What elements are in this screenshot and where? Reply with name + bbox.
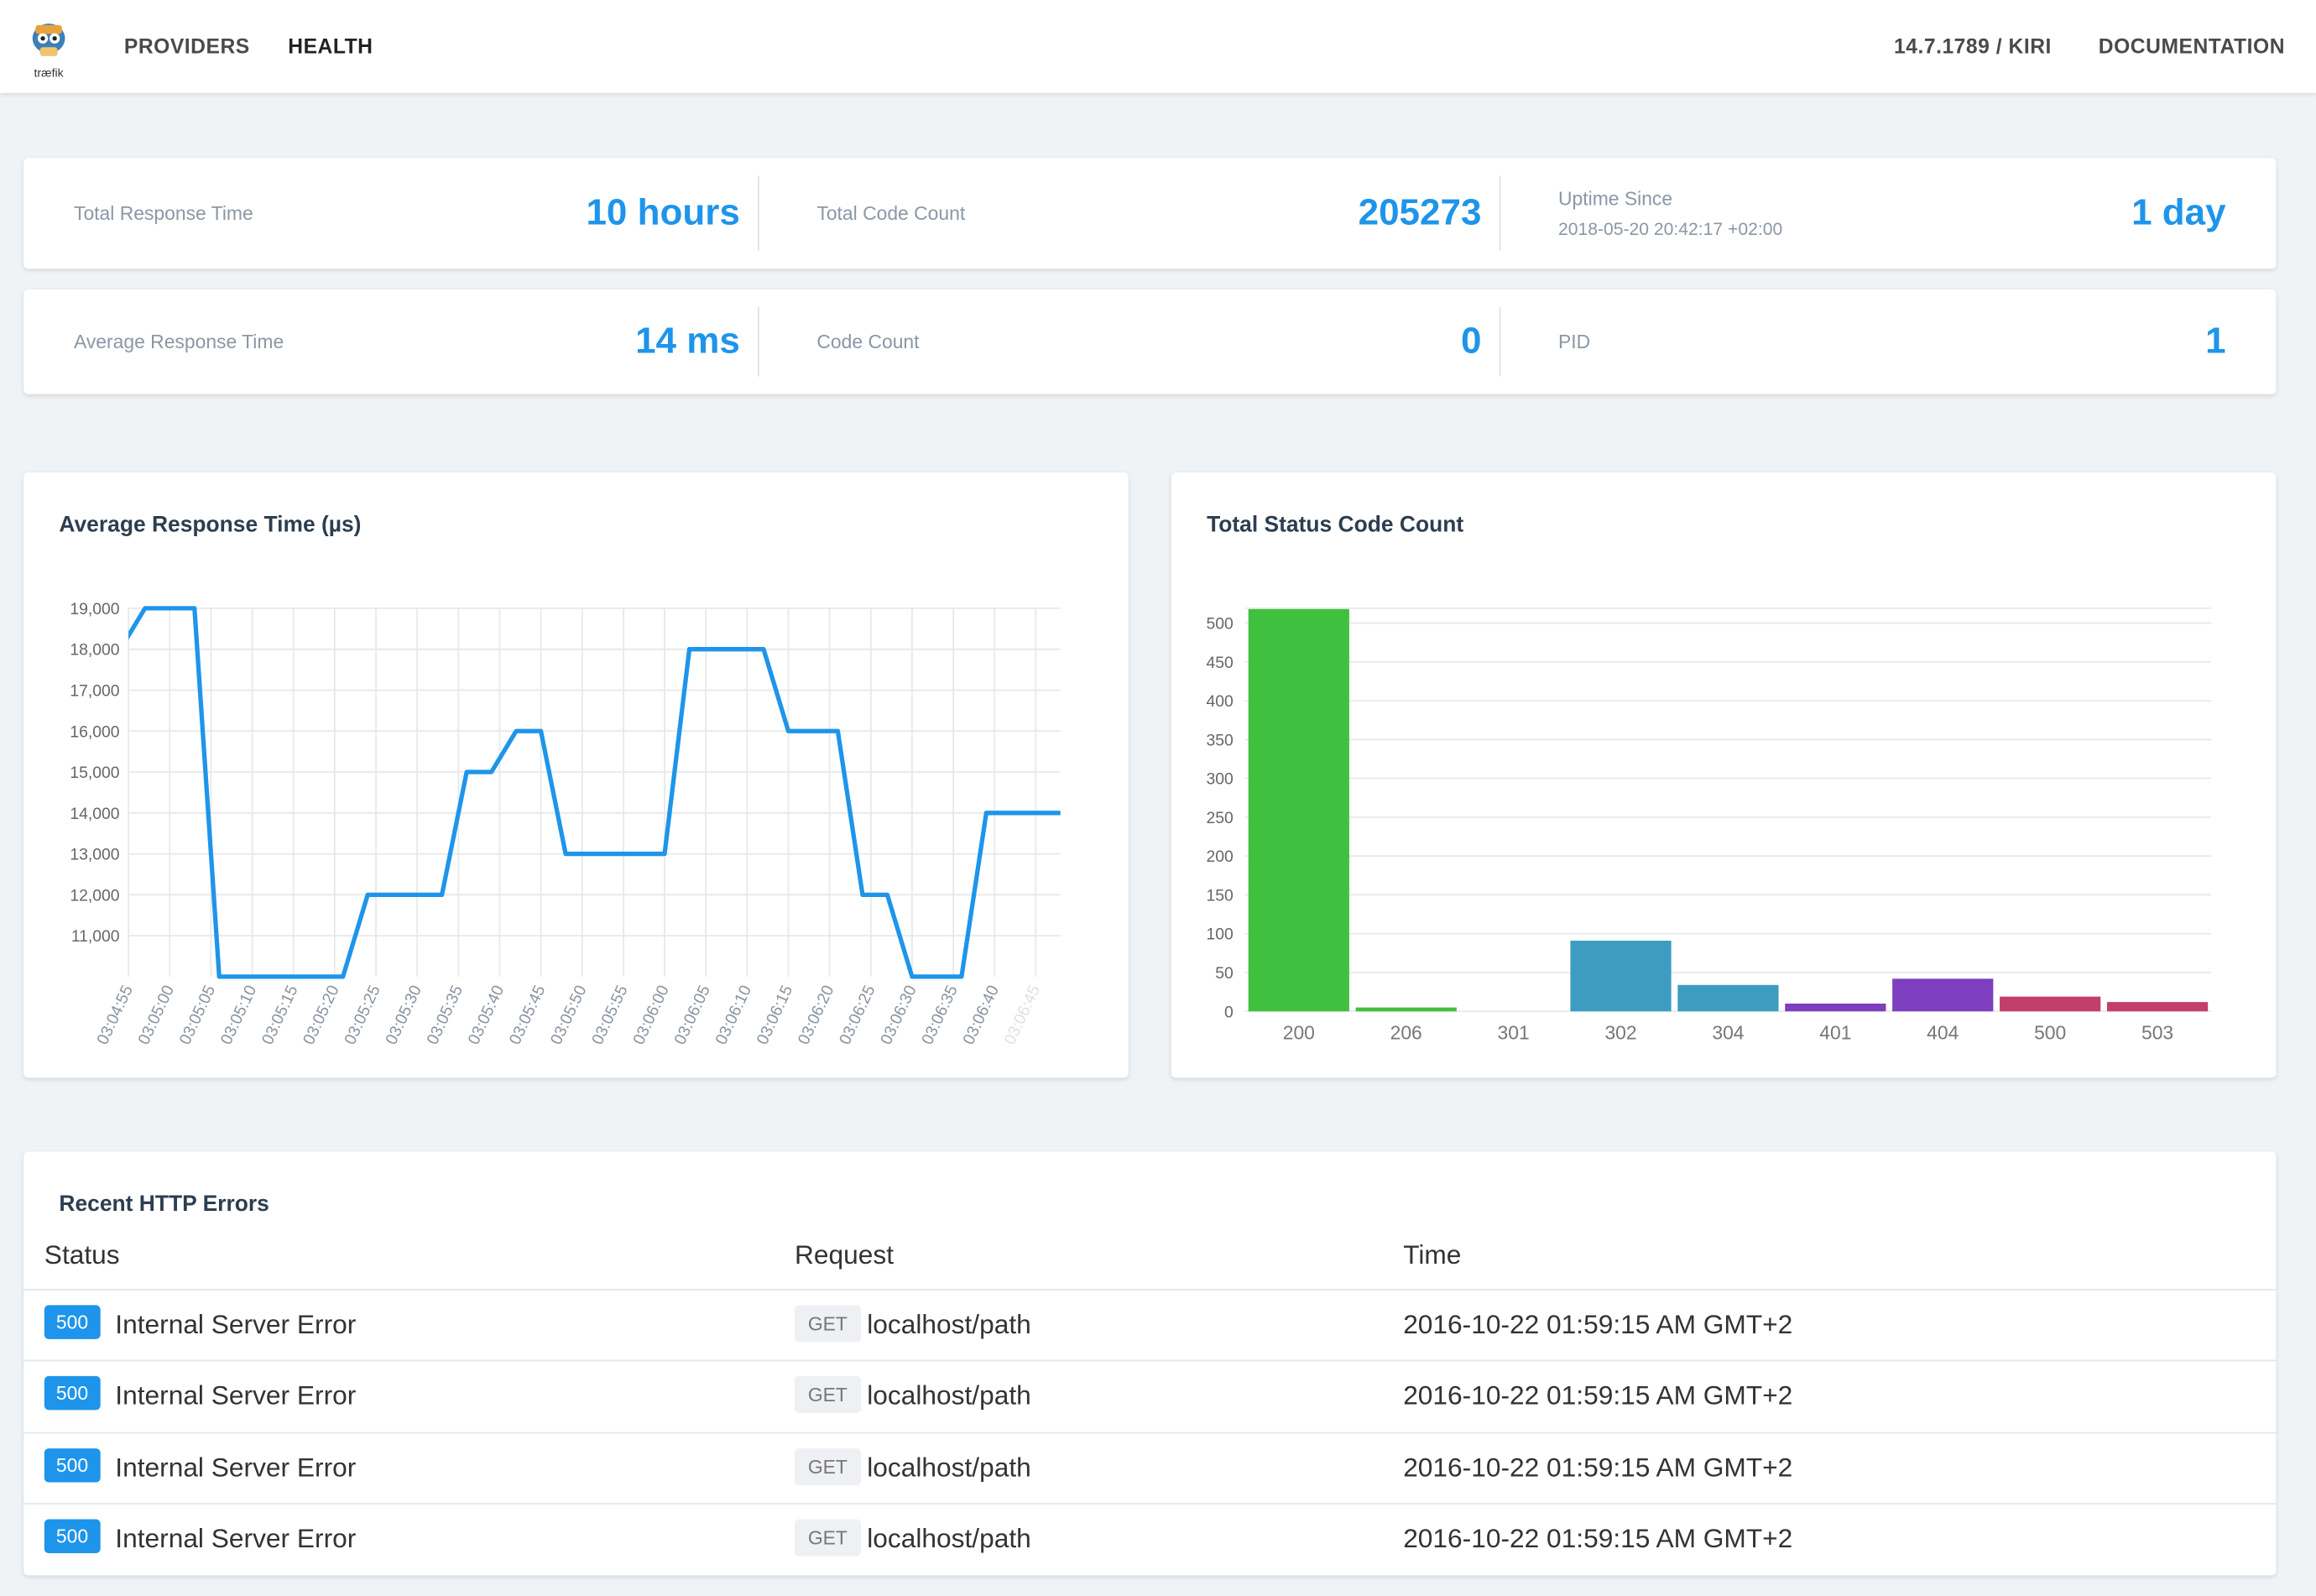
x-tick-label: 03:06:25 — [836, 983, 879, 1048]
bar — [1785, 1004, 1886, 1011]
x-tick-label: 03:06:35 — [918, 983, 962, 1048]
x-tick-label: 500 — [2034, 1022, 2066, 1044]
bar — [2000, 997, 2100, 1012]
y-tick-label: 15,000 — [70, 764, 119, 782]
x-tick-label: 401 — [1819, 1022, 1851, 1044]
x-tick-label: 03:06:40 — [959, 983, 1003, 1048]
x-tick-label: 03:05:40 — [464, 983, 508, 1048]
x-tick-label: 03:06:10 — [712, 983, 755, 1048]
x-tick-label: 03:05:55 — [588, 983, 632, 1048]
x-tick-label: 304 — [1712, 1022, 1744, 1044]
y-tick-label: 16,000 — [70, 722, 119, 741]
bar — [1356, 1008, 1457, 1012]
y-tick-label: 18,000 — [70, 641, 119, 660]
bar — [1570, 941, 1671, 1011]
y-tick-label: 100 — [1206, 926, 1233, 944]
x-tick-label: 03:05:15 — [258, 983, 302, 1048]
x-tick-label: 03:05:05 — [175, 983, 219, 1048]
y-tick-label: 350 — [1206, 731, 1233, 749]
x-tick-label: 206 — [1390, 1022, 1422, 1044]
x-tick-label: 404 — [1927, 1022, 1959, 1044]
x-tick-label: 03:06:15 — [753, 983, 796, 1048]
y-tick-label: 400 — [1206, 692, 1233, 711]
x-tick-label: 03:05:10 — [217, 983, 261, 1048]
y-tick-label: 19,000 — [70, 600, 119, 618]
bar — [1249, 609, 1349, 1011]
y-tick-label: 250 — [1206, 809, 1233, 827]
x-tick-label: 03:05:35 — [423, 983, 467, 1048]
x-tick-label: 03:06:45 — [1000, 983, 1044, 1048]
y-tick-label: 11,000 — [71, 927, 120, 946]
y-tick-label: 14,000 — [70, 805, 119, 823]
x-tick-label: 503 — [2141, 1022, 2173, 1044]
x-tick-label: 03:05:45 — [506, 983, 550, 1048]
x-tick-label: 03:05:00 — [134, 983, 178, 1048]
y-tick-label: 200 — [1206, 848, 1233, 866]
bar — [1892, 978, 1993, 1011]
x-tick-label: 03:05:30 — [382, 983, 425, 1048]
x-tick-label: 03:06:20 — [795, 983, 838, 1048]
line-series — [120, 608, 1061, 977]
bar — [2107, 1002, 2208, 1011]
y-tick-label: 500 — [1206, 615, 1233, 634]
y-tick-label: 450 — [1206, 654, 1233, 672]
x-tick-label: 03:05:20 — [300, 983, 343, 1048]
y-tick-label: 150 — [1206, 886, 1233, 905]
y-tick-label: 12,000 — [70, 886, 119, 905]
x-tick-label: 03:06:00 — [629, 983, 673, 1048]
x-tick-label: 03:06:05 — [670, 983, 714, 1048]
x-tick-label: 301 — [1498, 1022, 1530, 1044]
x-tick-label: 302 — [1604, 1022, 1636, 1044]
x-tick-label: 03:05:50 — [547, 983, 591, 1048]
bar — [1677, 985, 1778, 1011]
x-tick-label: 200 — [1283, 1022, 1315, 1044]
x-tick-label: 03:04:55 — [93, 983, 137, 1048]
y-tick-label: 17,000 — [70, 682, 119, 701]
x-tick-label: 03:05:25 — [341, 983, 384, 1048]
x-tick-label: 03:06:30 — [877, 983, 921, 1048]
y-tick-label: 300 — [1206, 770, 1233, 789]
y-tick-label: 50 — [1215, 964, 1234, 983]
y-tick-label: 13,000 — [70, 846, 119, 864]
y-tick-label: 0 — [1224, 1003, 1234, 1021]
